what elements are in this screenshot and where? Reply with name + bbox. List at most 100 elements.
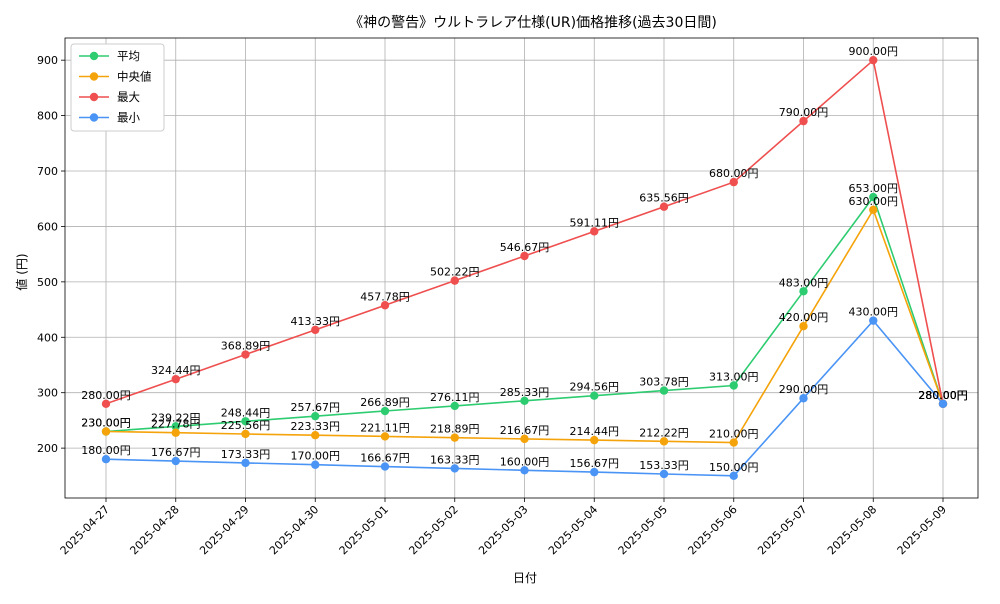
data-label: 153.33円 bbox=[639, 459, 689, 472]
data-label: 160.00円 bbox=[500, 455, 550, 468]
data-point bbox=[869, 192, 878, 202]
plot-frame bbox=[64, 37, 979, 499]
data-label: 266.89円 bbox=[360, 396, 410, 409]
data-labels: 230.00円 239.22円 248.44円 257.67円 266.89円 276.1… bbox=[81, 45, 968, 474]
data-point bbox=[590, 391, 599, 400]
data-label: 285.33円 bbox=[500, 386, 550, 399]
data-point bbox=[311, 430, 320, 440]
data-label: 900.00円 bbox=[849, 45, 899, 58]
x-tick-label: 2025-05-04 bbox=[546, 503, 600, 557]
x-tick-label: 2025-04-30 bbox=[267, 503, 321, 557]
data-point bbox=[799, 394, 808, 403]
data-label: 227.78円 bbox=[151, 418, 201, 431]
data-label: 218.89円 bbox=[430, 423, 480, 436]
legend-label: 中央値 bbox=[117, 70, 152, 84]
data-label: 368.89円 bbox=[221, 340, 271, 353]
data-label: 430.00円 bbox=[849, 306, 899, 319]
legend-marker bbox=[89, 113, 99, 122]
y-tick-label: 900 bbox=[37, 54, 58, 67]
data-point bbox=[380, 432, 390, 441]
x-tick-label: 2025-04-28 bbox=[127, 503, 181, 557]
grid bbox=[65, 38, 978, 498]
data-label: 225.56円 bbox=[221, 419, 271, 432]
data-label: 635.56円 bbox=[639, 192, 689, 205]
data-point bbox=[938, 399, 948, 408]
legend-label: 平均 bbox=[117, 49, 140, 63]
x-tick-label: 2025-05-07 bbox=[755, 503, 809, 557]
data-label: 173.33円 bbox=[221, 448, 271, 461]
y-tick-label: 700 bbox=[37, 165, 58, 178]
data-label: 212.22円 bbox=[639, 426, 689, 439]
data-label: 294.56円 bbox=[570, 381, 620, 394]
data-point bbox=[380, 462, 390, 471]
data-point bbox=[869, 205, 878, 215]
data-label: 290.00円 bbox=[779, 383, 829, 396]
data-point bbox=[311, 460, 320, 469]
data-point bbox=[380, 301, 390, 310]
data-label: 163.33円 bbox=[430, 453, 480, 466]
data-label: 546.67円 bbox=[500, 241, 550, 254]
y-tick-label: 300 bbox=[37, 387, 58, 400]
y-axis-label: 値 (円) bbox=[14, 253, 29, 290]
data-point bbox=[590, 467, 599, 477]
data-point bbox=[101, 399, 111, 408]
data-label: 221.11円 bbox=[360, 421, 410, 434]
data-label: 420.00円 bbox=[779, 311, 829, 324]
data-label: 680.00円 bbox=[709, 167, 759, 180]
data-label: 630.00円 bbox=[849, 195, 899, 208]
data-label: 214.44円 bbox=[570, 425, 620, 438]
y-tick-label: 400 bbox=[37, 331, 58, 344]
data-label: 653.00円 bbox=[849, 182, 899, 195]
data-label: 790.00円 bbox=[779, 106, 829, 119]
legend-label: 最小 bbox=[117, 111, 140, 125]
data-label: 280.00円 bbox=[918, 389, 968, 402]
x-tick-label: 2025-05-02 bbox=[406, 503, 460, 557]
legend-marker bbox=[89, 92, 99, 102]
data-point bbox=[241, 350, 250, 359]
legend-label: 最大 bbox=[117, 90, 140, 104]
data-point bbox=[311, 325, 320, 335]
data-point bbox=[450, 464, 459, 473]
data-point bbox=[171, 374, 180, 384]
data-label: 230.00円 bbox=[81, 416, 131, 429]
data-point bbox=[380, 406, 390, 416]
x-tick-label: 2025-05-01 bbox=[337, 503, 391, 557]
series-group bbox=[101, 55, 948, 481]
data-label: 280.00円 bbox=[918, 389, 968, 402]
data-label: 150.00円 bbox=[709, 461, 759, 474]
data-point bbox=[729, 438, 738, 447]
legend-marker bbox=[89, 72, 99, 81]
data-point bbox=[520, 434, 529, 444]
data-point bbox=[799, 116, 808, 126]
data-point bbox=[659, 469, 669, 479]
data-point bbox=[659, 437, 669, 446]
y-tick-label: 800 bbox=[37, 110, 58, 123]
data-point bbox=[729, 381, 738, 390]
data-point bbox=[659, 202, 669, 211]
data-point bbox=[729, 177, 738, 187]
data-point bbox=[799, 287, 808, 296]
x-tick-label: 2025-05-08 bbox=[825, 503, 879, 557]
data-point bbox=[520, 396, 529, 406]
data-label: 303.78円 bbox=[639, 376, 689, 389]
data-label: 324.44円 bbox=[151, 364, 201, 377]
y-tick-label: 200 bbox=[37, 442, 58, 455]
data-label: 210.00円 bbox=[709, 428, 759, 441]
data-label: 483.00円 bbox=[779, 276, 829, 289]
data-point bbox=[311, 411, 320, 421]
data-label: 457.78円 bbox=[360, 290, 410, 303]
data-point bbox=[869, 55, 878, 65]
data-point bbox=[171, 428, 180, 437]
y-tick-label: 600 bbox=[37, 220, 58, 233]
data-point bbox=[171, 456, 180, 466]
chart-title: 《神の警告》ウルトラレア仕様(UR)価格推移(過去30日間) bbox=[349, 15, 717, 31]
x-tick-label: 2025-04-29 bbox=[197, 503, 251, 557]
data-point bbox=[241, 417, 250, 426]
y-tick-label: 500 bbox=[37, 276, 58, 289]
data-point bbox=[241, 429, 250, 439]
data-point bbox=[450, 401, 459, 411]
data-label: 276.11円 bbox=[430, 391, 480, 404]
